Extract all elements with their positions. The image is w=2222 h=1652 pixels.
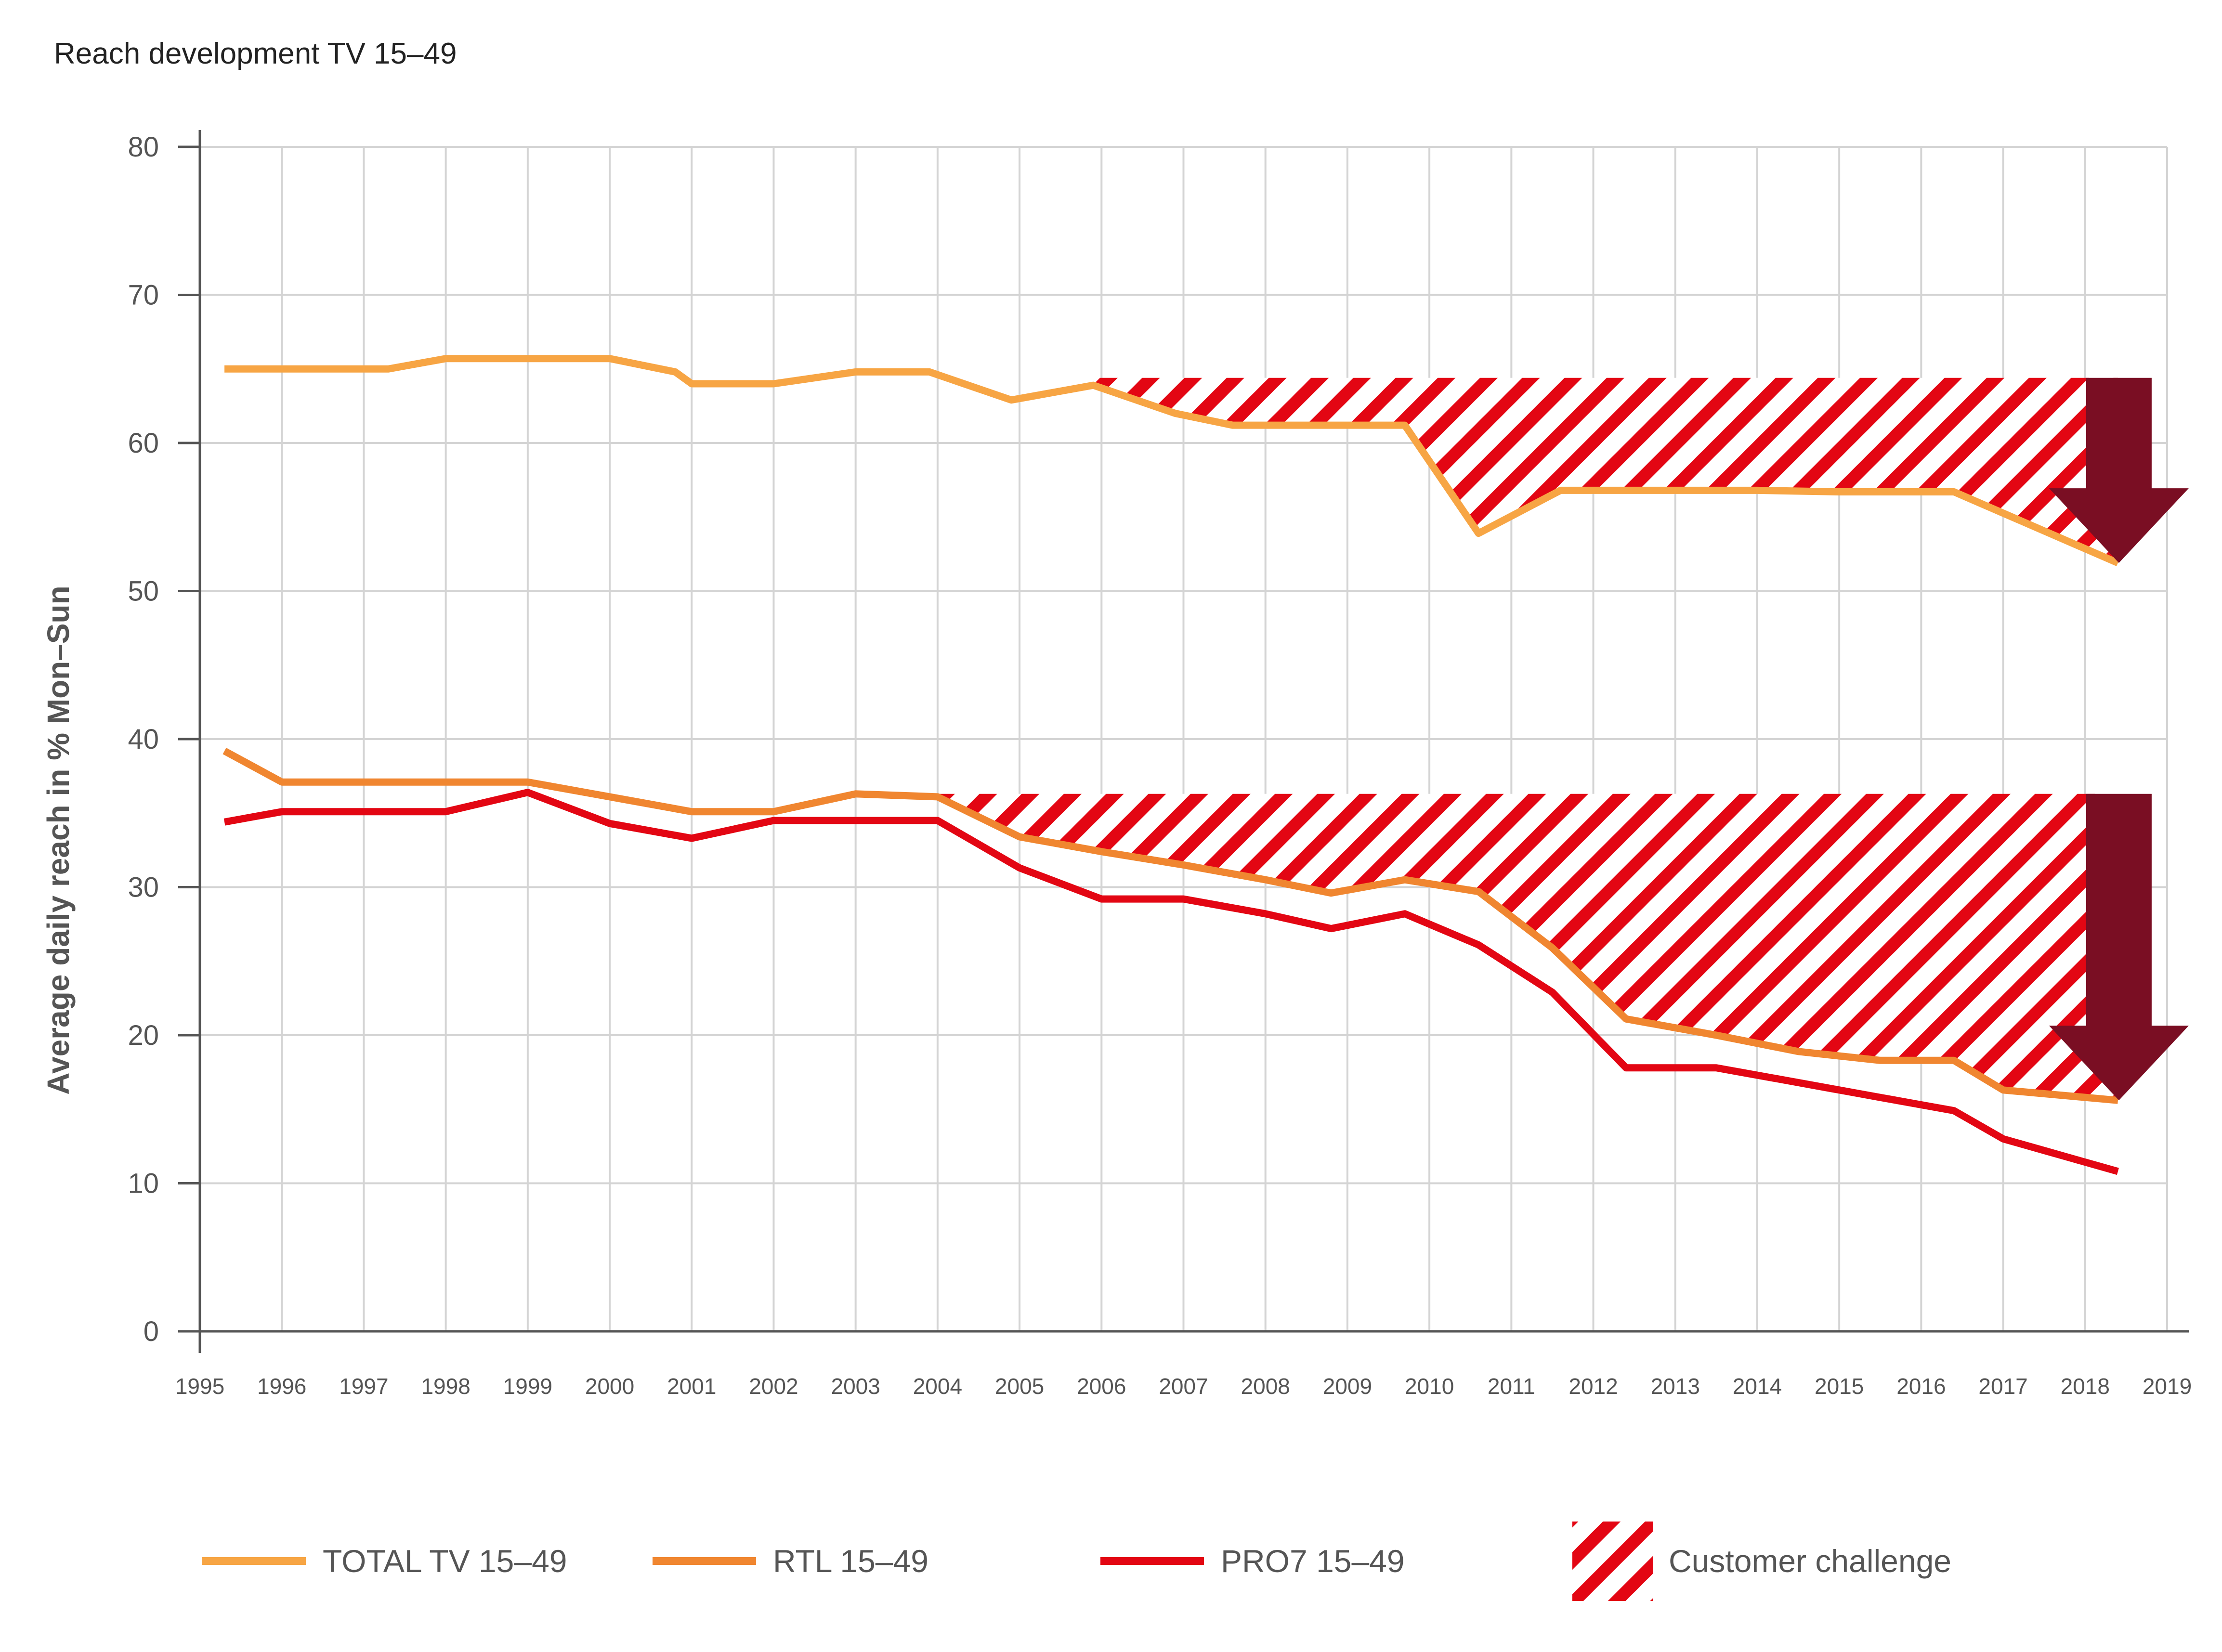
- x-tick-label-2000: 2000: [585, 1374, 634, 1399]
- y-tick-label-80: 80: [128, 131, 159, 163]
- x-tick-label-1996: 1996: [257, 1374, 306, 1399]
- x-axis-tick-labels: 1995 1996 1997 1998 1999 2000 2001 2002 2003 2004…: [175, 1374, 2192, 1399]
- x-tick-label-2002: 2002: [749, 1374, 798, 1399]
- x-tick-label-2013: 2013: [1651, 1374, 1700, 1399]
- x-tick-label-2005: 2005: [995, 1374, 1044, 1399]
- customer-challenge-area-1: [1093, 377, 2118, 563]
- axes: [178, 130, 2189, 1353]
- x-tick-label-2012: 2012: [1568, 1374, 1618, 1399]
- y-tick-label-10: 10: [128, 1168, 159, 1199]
- x-tick-label-2003: 2003: [831, 1374, 880, 1399]
- x-tick-label-2016: 2016: [1896, 1374, 1946, 1399]
- legend-item-2: RTL 15–49: [653, 1543, 928, 1579]
- x-tick-label-2009: 2009: [1323, 1374, 1372, 1399]
- x-tick-label-2006: 2006: [1077, 1374, 1126, 1399]
- y-tick-label-20: 20: [128, 1020, 159, 1051]
- downward-arrow-total-tv-icon: [2049, 377, 2189, 563]
- x-tick-label-2018: 2018: [2061, 1374, 2110, 1399]
- y-tick-label-60: 60: [128, 428, 159, 459]
- y-tick-label-40: 40: [128, 724, 159, 755]
- x-tick-label-2010: 2010: [1405, 1374, 1454, 1399]
- legend-label: RTL 15–49: [773, 1543, 928, 1579]
- chart-title: Reach development TV 15–49: [54, 37, 457, 70]
- legend-swatch-hatch: [1572, 1522, 1653, 1601]
- legend-label: Customer challenge: [1669, 1543, 1951, 1579]
- legend-label: TOTAL TV 15–49: [323, 1543, 567, 1579]
- downward-arrow-rtl-icon: [2049, 793, 2189, 1101]
- x-tick-label-1998: 1998: [421, 1374, 470, 1399]
- legend-item-1: TOTAL TV 15–49: [202, 1543, 567, 1579]
- x-tick-label-2015: 2015: [1815, 1374, 1864, 1399]
- series-line-pro7: [223, 789, 2119, 1175]
- y-axis-label: Average daily reach in % Mon–Sun: [41, 585, 76, 1095]
- y-tick-label-0: 0: [144, 1316, 159, 1347]
- legend-label: PRO7 15–49: [1221, 1543, 1405, 1579]
- y-tick-label-70: 70: [128, 280, 159, 311]
- legend: TOTAL TV 15–49 RTL 15–49 PRO7 15–49 Custome…: [202, 1522, 1951, 1601]
- series-lines: [222, 355, 2119, 1175]
- x-tick-label-2017: 2017: [1978, 1374, 2027, 1399]
- x-tick-label-1997: 1997: [339, 1374, 388, 1399]
- customer-challenge-area-2: [937, 793, 2118, 1101]
- x-tick-label-2007: 2007: [1159, 1374, 1208, 1399]
- trend-arrows: [2049, 377, 2189, 1101]
- x-tick-label-1995: 1995: [175, 1374, 224, 1399]
- gridlines: [200, 146, 2168, 1331]
- x-tick-label-2011: 2011: [1488, 1374, 1535, 1399]
- series-line-rtl: [222, 748, 2118, 1104]
- legend-item-3: PRO7 15–49: [1100, 1543, 1405, 1579]
- x-tick-label-1999: 1999: [503, 1374, 552, 1399]
- x-tick-label-2008: 2008: [1241, 1374, 1290, 1399]
- series-line-total: [224, 355, 2119, 566]
- x-tick-label-2004: 2004: [913, 1374, 962, 1399]
- y-axis-tick-labels: 0 10 20 30 40 50 60 70 80: [128, 131, 159, 1347]
- x-tick-label-2001: 2001: [667, 1374, 716, 1399]
- y-tick-label-50: 50: [128, 576, 159, 607]
- y-tick-label-30: 30: [128, 872, 159, 903]
- x-tick-label-2014: 2014: [1733, 1374, 1782, 1399]
- legend-item-4: Customer challenge: [1572, 1522, 1951, 1601]
- x-tick-label-2019: 2019: [2143, 1374, 2192, 1399]
